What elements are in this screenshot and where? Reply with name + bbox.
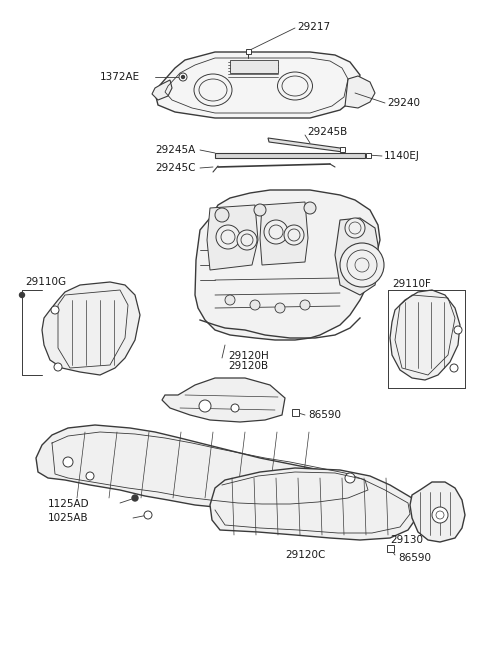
Text: 1125AD: 1125AD <box>48 499 90 509</box>
Circle shape <box>225 295 235 305</box>
Text: 29110G: 29110G <box>25 277 66 287</box>
Ellipse shape <box>277 72 312 100</box>
Text: 29240: 29240 <box>387 98 420 108</box>
Circle shape <box>132 495 138 501</box>
Text: 29120C: 29120C <box>285 550 325 560</box>
Polygon shape <box>345 76 375 108</box>
Polygon shape <box>42 282 140 375</box>
Text: 29245B: 29245B <box>307 127 347 137</box>
Circle shape <box>216 225 240 249</box>
Circle shape <box>54 363 62 371</box>
Text: 86590: 86590 <box>308 410 341 420</box>
Circle shape <box>215 208 229 222</box>
Circle shape <box>51 306 59 314</box>
Circle shape <box>304 202 316 214</box>
Circle shape <box>86 472 94 480</box>
Polygon shape <box>162 378 285 422</box>
Circle shape <box>237 230 257 250</box>
Circle shape <box>432 507 448 523</box>
Circle shape <box>181 75 184 79</box>
Circle shape <box>231 404 239 412</box>
Circle shape <box>254 204 266 216</box>
Text: 29245C: 29245C <box>155 163 195 173</box>
Text: 86590: 86590 <box>398 553 431 563</box>
Text: 29110F: 29110F <box>392 279 431 289</box>
Circle shape <box>264 220 288 244</box>
Circle shape <box>284 225 304 245</box>
Polygon shape <box>207 205 258 270</box>
FancyBboxPatch shape <box>291 409 299 415</box>
FancyBboxPatch shape <box>245 48 251 54</box>
Circle shape <box>20 293 24 297</box>
Polygon shape <box>155 52 360 118</box>
Circle shape <box>63 457 73 467</box>
Circle shape <box>264 63 272 71</box>
Circle shape <box>179 73 187 81</box>
Polygon shape <box>152 80 172 100</box>
Circle shape <box>250 300 260 310</box>
Text: 1025AB: 1025AB <box>48 513 89 523</box>
Circle shape <box>345 218 365 238</box>
Text: 29217: 29217 <box>297 22 330 32</box>
Polygon shape <box>390 290 460 380</box>
Text: 29120H: 29120H <box>228 351 269 361</box>
Circle shape <box>275 303 285 313</box>
Text: 1140EJ: 1140EJ <box>384 151 420 161</box>
Polygon shape <box>210 468 418 540</box>
Circle shape <box>300 300 310 310</box>
Circle shape <box>345 473 355 483</box>
Polygon shape <box>195 190 380 340</box>
Polygon shape <box>335 218 378 295</box>
Circle shape <box>144 511 152 519</box>
Circle shape <box>233 63 241 71</box>
Polygon shape <box>410 482 465 542</box>
Text: 29245A: 29245A <box>155 145 195 155</box>
Polygon shape <box>230 60 278 73</box>
FancyBboxPatch shape <box>365 153 371 157</box>
Polygon shape <box>268 138 343 152</box>
FancyBboxPatch shape <box>386 544 394 552</box>
FancyBboxPatch shape <box>339 147 345 151</box>
Polygon shape <box>36 425 375 510</box>
Circle shape <box>199 400 211 412</box>
Polygon shape <box>215 153 365 158</box>
Polygon shape <box>260 202 308 265</box>
Text: 1372AE: 1372AE <box>100 72 140 82</box>
Ellipse shape <box>194 74 232 106</box>
Circle shape <box>454 326 462 334</box>
Circle shape <box>340 243 384 287</box>
Circle shape <box>450 364 458 372</box>
Text: 29120B: 29120B <box>228 361 268 371</box>
Text: 29130: 29130 <box>390 535 423 545</box>
